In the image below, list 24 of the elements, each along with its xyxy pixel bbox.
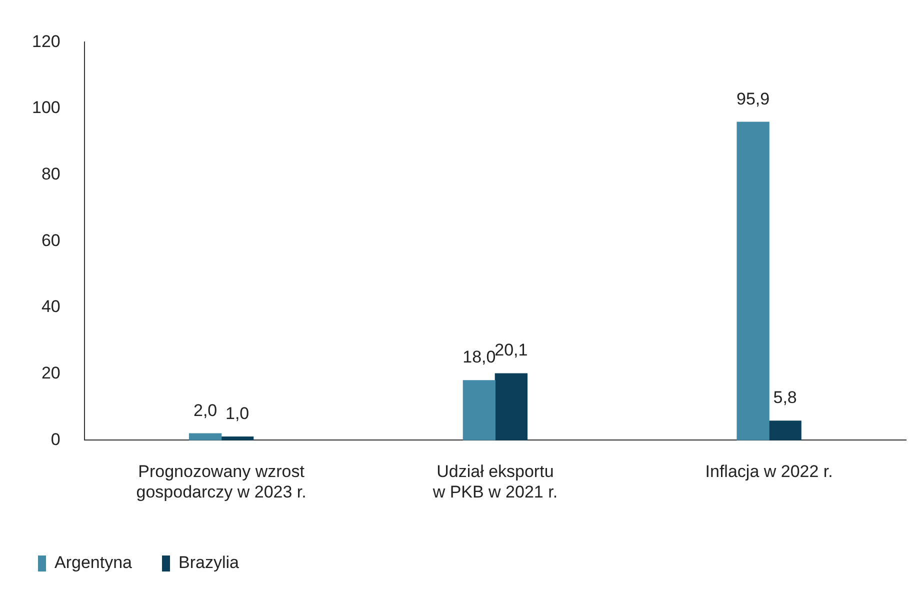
bar	[188, 433, 222, 440]
x-tick-label: Prognozowany wzrost gospodarczy w 2023 r.	[136, 462, 306, 502]
y-tick-label: 60	[41, 230, 60, 250]
y-tick-label: 40	[41, 297, 60, 316]
y-tick-label: 80	[41, 164, 60, 184]
bar	[462, 380, 496, 440]
data-label: 5,8	[773, 388, 797, 408]
bar	[220, 436, 254, 440]
data-label: 20,1	[494, 340, 528, 360]
bar	[736, 122, 770, 440]
bar	[494, 373, 528, 440]
y-tick-label: 120	[32, 32, 60, 51]
legend-label: Brazylia	[178, 553, 240, 572]
legend-label: Argentyna	[54, 553, 133, 572]
x-tick-label: Udział eksportu w PKB w 2021 r.	[432, 462, 558, 502]
y-tick-label: 0	[50, 430, 60, 449]
y-tick-label: 20	[41, 364, 60, 383]
data-label: 2,0	[193, 400, 218, 420]
data-label: 95,9	[736, 89, 770, 108]
data-label: 18,0	[462, 348, 496, 367]
x-tick-label: Inflacja w 2022 r.	[705, 462, 833, 482]
bar	[768, 420, 802, 440]
y-tick-label: 100	[32, 98, 60, 118]
data-label: 1,0	[225, 404, 250, 424]
